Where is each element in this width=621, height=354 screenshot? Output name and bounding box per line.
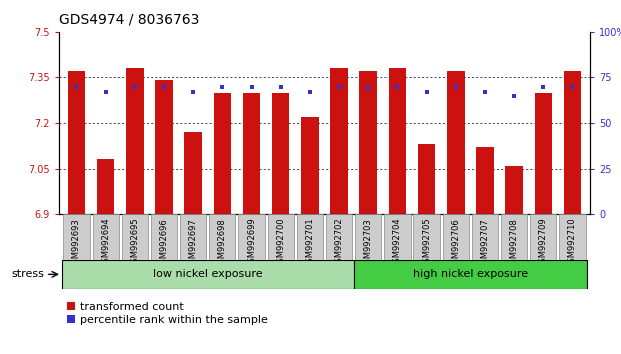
Text: GSM992701: GSM992701 [306, 218, 314, 268]
Text: GSM992698: GSM992698 [218, 218, 227, 269]
Bar [122, 214, 148, 260]
Bar [68, 72, 85, 214]
Bar [297, 214, 323, 260]
Text: GSM992705: GSM992705 [422, 218, 431, 268]
Bar [326, 214, 352, 260]
Text: GSM992694: GSM992694 [101, 218, 110, 268]
Bar [447, 72, 465, 214]
Bar [389, 68, 406, 214]
Bar [155, 80, 173, 214]
Text: stress: stress [12, 269, 45, 279]
Text: GSM992707: GSM992707 [481, 218, 489, 269]
Text: GSM992699: GSM992699 [247, 218, 256, 268]
Bar [535, 93, 552, 214]
Bar [501, 214, 527, 260]
Bar [564, 72, 581, 214]
Bar [472, 214, 498, 260]
Text: GSM992700: GSM992700 [276, 218, 285, 268]
Bar [184, 132, 202, 214]
Text: GSM992710: GSM992710 [568, 218, 577, 268]
Bar [330, 68, 348, 214]
Text: GDS4974 / 8036763: GDS4974 / 8036763 [59, 12, 199, 27]
Text: GSM992702: GSM992702 [335, 218, 343, 268]
Bar [360, 72, 377, 214]
Bar [384, 214, 410, 260]
Bar [476, 147, 494, 214]
Text: high nickel exposure: high nickel exposure [413, 269, 528, 279]
Bar [301, 117, 319, 214]
Bar [209, 214, 235, 260]
Text: GSM992693: GSM992693 [72, 218, 81, 269]
Bar [530, 214, 556, 260]
Bar [151, 214, 177, 260]
Bar [243, 93, 260, 214]
Bar [268, 214, 294, 260]
Bar [126, 68, 143, 214]
Bar [63, 214, 89, 260]
Text: GSM992704: GSM992704 [393, 218, 402, 268]
Bar [214, 93, 231, 214]
Text: GSM992708: GSM992708 [510, 218, 519, 269]
Text: low nickel exposure: low nickel exposure [153, 269, 263, 279]
Bar [414, 214, 440, 260]
Text: GSM992706: GSM992706 [451, 218, 460, 269]
Bar [505, 166, 523, 214]
Bar [272, 93, 289, 214]
Bar [353, 260, 587, 289]
Bar [93, 214, 119, 260]
Bar [62, 260, 353, 289]
Text: GSM992709: GSM992709 [539, 218, 548, 268]
Legend: transformed count, percentile rank within the sample: transformed count, percentile rank withi… [65, 299, 270, 327]
Bar [443, 214, 469, 260]
Bar [560, 214, 586, 260]
Bar [97, 160, 114, 214]
Text: GSM992695: GSM992695 [130, 218, 139, 268]
Bar [238, 214, 265, 260]
Text: GSM992703: GSM992703 [364, 218, 373, 269]
Bar [355, 214, 381, 260]
Bar [418, 144, 435, 214]
Bar [180, 214, 206, 260]
Text: GSM992696: GSM992696 [160, 218, 168, 269]
Text: GSM992697: GSM992697 [189, 218, 197, 269]
